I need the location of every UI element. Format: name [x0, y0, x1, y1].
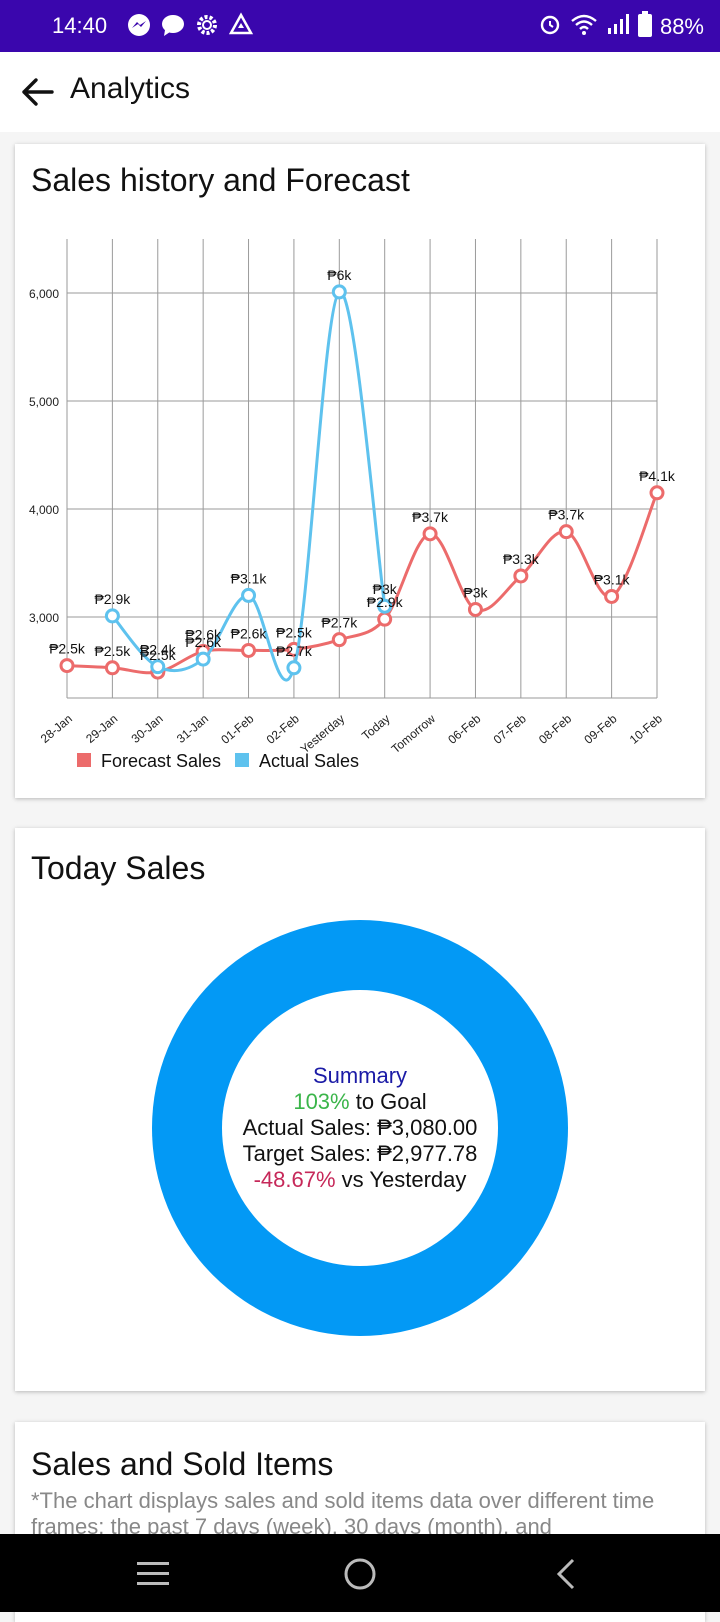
x-tick-label: 28-Jan — [38, 712, 75, 746]
data-label: ₱2.5k — [276, 624, 313, 640]
legend-swatch — [77, 753, 91, 767]
data-point — [195, 651, 211, 667]
status-time: 14:40 — [52, 13, 108, 38]
y-tick-label: 4,000 — [29, 503, 59, 517]
alarm-icon — [538, 12, 562, 42]
messenger-icon — [126, 12, 152, 38]
data-point — [513, 568, 529, 584]
data-label: ₱3.1k — [231, 570, 268, 586]
sales-history-chart: 3,000 4,000 5,000 6,000 28-Jan 29-Jan 30-Jan 31… — [29, 239, 676, 771]
x-tick-label: 31-Jan — [174, 712, 211, 746]
data-label: ₱2.7k — [321, 615, 358, 631]
data-label: ₱2.5k — [49, 641, 86, 657]
data-point — [377, 598, 393, 614]
x-tick-label: Yesterday — [298, 712, 348, 757]
summary-text: Summary 103% to Goal Actual Sales: ₱3,08… — [152, 1063, 568, 1193]
vs-yesterday-line: -48.67% vs Yesterday — [152, 1167, 568, 1193]
signal-icon — [606, 12, 630, 42]
data-point — [422, 526, 438, 542]
data-label: ₱3k — [373, 581, 398, 597]
summary-title: Summary — [312, 1063, 408, 1088]
goal-line: 103% to Goal — [152, 1089, 568, 1115]
page-title: Analytics — [70, 72, 191, 105]
battery-icon — [637, 11, 652, 43]
y-tick-label: 3,000 — [29, 611, 59, 625]
data-point — [604, 588, 620, 604]
target-sales-line: Target Sales: ₱2,977.78 — [242, 1141, 478, 1166]
x-tick-label: 09-Feb — [581, 711, 619, 746]
data-point — [241, 587, 257, 603]
data-label: ₱3.1k — [594, 571, 631, 587]
today-sales-title: Today Sales — [31, 850, 206, 886]
data-point — [331, 632, 347, 648]
legend-label: Forecast Sales — [101, 751, 221, 771]
legend-swatch — [235, 753, 249, 767]
today-sales-card: Today Sales Summary 103% to Goal Actual … — [15, 828, 705, 1391]
today-sales-donut: Summary 103% to Goal Actual Sales: ₱3,08… — [152, 920, 568, 1336]
settings-icon — [194, 12, 220, 38]
back-icon[interactable] — [545, 1552, 589, 1596]
data-label: ₱2.5k — [94, 643, 131, 659]
x-tick-label: Tomorrow — [389, 711, 439, 756]
legend-label: Actual Sales — [259, 751, 359, 771]
data-point — [104, 660, 120, 676]
data-label: ₱2.6k — [185, 634, 222, 650]
sales-sold-items-title: Sales and Sold Items — [31, 1446, 334, 1482]
data-label: ₱3k — [463, 584, 488, 600]
recents-icon[interactable] — [131, 1552, 175, 1596]
wifi-icon — [570, 12, 598, 42]
data-point — [286, 660, 302, 676]
series-line-1 — [111, 290, 387, 682]
data-label: ₱6k — [327, 267, 352, 283]
data-label: ₱2.6k — [231, 625, 268, 641]
data-label: ₱2.9k — [367, 594, 404, 610]
donut-hole — [222, 990, 498, 1266]
sales-sold-items-description: *The chart displays sales and sold items… — [31, 1488, 655, 1539]
data-label: ₱2.6k — [185, 627, 222, 643]
x-tick-label: 30-Jan — [129, 712, 166, 746]
data-point — [59, 658, 75, 674]
y-tick-label: 5,000 — [29, 395, 59, 409]
chat-icon — [160, 12, 186, 38]
x-tick-label: 02-Feb — [264, 711, 302, 746]
goal-percent: 103% — [293, 1089, 350, 1114]
battery-level: 88% — [659, 14, 704, 39]
data-point — [558, 524, 574, 540]
actual-sales-line: Actual Sales: ₱3,080.00 — [242, 1115, 478, 1140]
y-tick-label: 6,000 — [29, 287, 59, 301]
data-point — [377, 611, 393, 627]
data-point — [331, 284, 347, 300]
app-bar: Analytics — [0, 52, 720, 132]
data-point — [104, 608, 120, 624]
data-point — [241, 642, 257, 658]
x-tick-label: 29-Jan — [83, 712, 120, 746]
sales-history-title: Sales history and Forecast — [31, 162, 410, 198]
status-bar: 14:40 88% — [0, 0, 720, 52]
data-label: ₱3.3k — [503, 551, 540, 567]
system-nav-bar — [0, 1534, 720, 1612]
data-label: ₱2.5k — [140, 647, 177, 663]
goal-text: to Goal — [349, 1089, 427, 1114]
data-label: ₱4.1k — [639, 468, 676, 484]
vs-text: vs Yesterday — [335, 1167, 467, 1192]
x-tick-label: Today — [359, 712, 393, 743]
data-point — [150, 659, 166, 675]
data-label: ₱3.7k — [412, 509, 449, 525]
x-tick-label: 08-Feb — [536, 711, 574, 746]
home-icon[interactable] — [338, 1552, 382, 1596]
data-point — [649, 485, 665, 501]
vs-percent: -48.67% — [253, 1167, 336, 1192]
data-point — [467, 601, 483, 617]
data-label: ₱2.7k — [276, 643, 313, 659]
x-tick-label: 10-Feb — [627, 711, 665, 746]
data-label: ₱2.9k — [94, 591, 131, 607]
x-tick-label: 01-Feb — [218, 711, 256, 746]
sales-history-card: 3,000 4,000 5,000 6,000 28-Jan 29-Jan 30-Jan 31… — [15, 144, 705, 798]
data-label: ₱2.4k — [140, 642, 177, 658]
data-label: ₱3.7k — [548, 507, 585, 523]
x-tick-label: 06-Feb — [445, 711, 483, 746]
back-arrow-icon[interactable] — [18, 72, 58, 112]
nav-arrow-icon — [228, 12, 254, 38]
x-tick-label: 07-Feb — [491, 711, 529, 746]
